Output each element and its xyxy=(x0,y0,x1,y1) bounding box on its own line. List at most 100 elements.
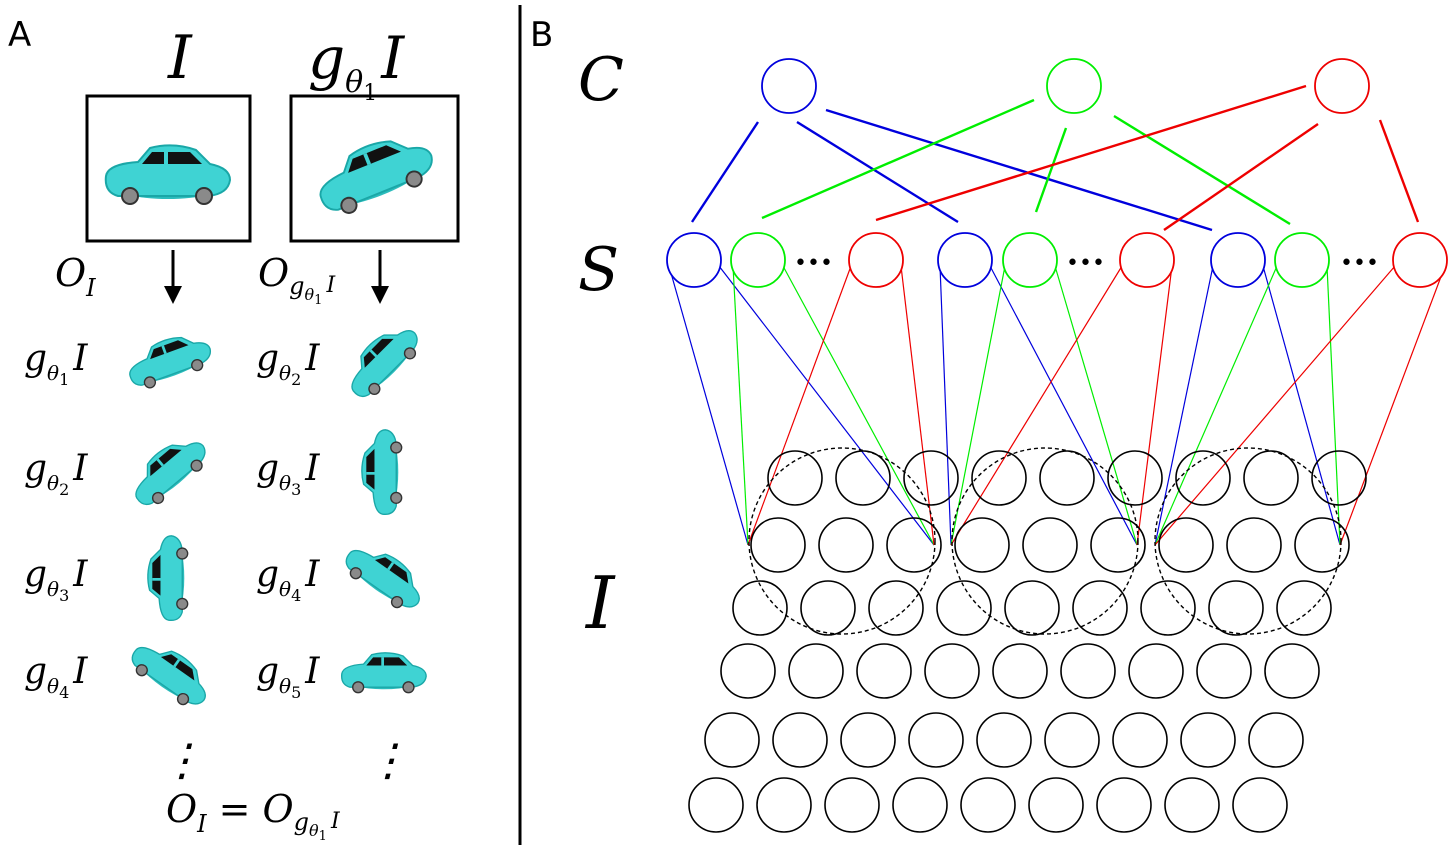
ellipsis-dots-2: ••• xyxy=(1066,251,1105,276)
input-unit xyxy=(992,643,1048,699)
input-unit xyxy=(1243,450,1299,506)
input-unit xyxy=(936,580,992,636)
input-unit xyxy=(1090,517,1146,573)
orbit-rows: gθ1I gθ2I gθ2I gθ3I gθ3I gθ4I gθ4I gθ5I xyxy=(24,315,432,715)
receptive-field xyxy=(951,447,1139,635)
input-unit xyxy=(971,450,1027,506)
complex-cell-layer xyxy=(761,58,1370,114)
simple-unit xyxy=(937,232,993,288)
input-unit xyxy=(1112,712,1168,768)
orbit-equation: OI = Ogθ1I xyxy=(166,787,341,844)
orbit-arrow-left xyxy=(164,250,182,304)
orbit-car-left xyxy=(122,427,215,514)
orbit-car-right xyxy=(338,534,432,618)
input-unit xyxy=(788,643,844,699)
fan-line xyxy=(1154,265,1214,546)
input-unit xyxy=(1164,777,1220,833)
fan-line xyxy=(718,265,935,546)
pooling-line xyxy=(761,98,1035,220)
input-unit xyxy=(976,712,1032,768)
ellipsis-dots-3: ••• xyxy=(1340,251,1379,276)
fan-line xyxy=(732,265,749,546)
input-unit xyxy=(1158,517,1214,573)
input-unit xyxy=(960,777,1016,833)
receptive-field xyxy=(748,447,936,635)
input-unit xyxy=(1128,643,1184,699)
orbit-row-right-label: gθ5I xyxy=(256,651,320,702)
input-unit xyxy=(1140,580,1196,636)
input-unit xyxy=(1072,580,1128,636)
orbit-car-right xyxy=(337,315,427,406)
input-unit xyxy=(1248,712,1304,768)
input-unit xyxy=(1180,712,1236,768)
fan-line xyxy=(747,265,852,546)
ellipsis-right: ⋮ xyxy=(366,735,410,786)
orbit-car-right xyxy=(340,652,427,694)
input-unit xyxy=(908,712,964,768)
input-unit xyxy=(1022,517,1078,573)
input-unit xyxy=(750,517,806,573)
pooling-line xyxy=(690,121,760,223)
complex-unit xyxy=(1314,58,1370,114)
input-unit xyxy=(1264,643,1320,699)
orbit-label-I: OI xyxy=(55,251,96,302)
fan-line xyxy=(1326,265,1341,546)
input-unit xyxy=(954,517,1010,573)
input-unit xyxy=(903,450,959,506)
input-unit xyxy=(767,450,823,506)
input-unit xyxy=(1208,580,1264,636)
fan-line xyxy=(1154,265,1278,546)
simple-unit xyxy=(1119,232,1175,288)
layer-label-input: I xyxy=(584,561,616,645)
input-unit xyxy=(818,517,874,573)
fan-line xyxy=(1339,265,1446,546)
car-rotated xyxy=(308,124,441,223)
ellipsis-left: ⋮ xyxy=(160,735,204,786)
fan-line xyxy=(950,265,1123,546)
simple-unit xyxy=(1002,232,1058,288)
fan-line xyxy=(1136,265,1173,546)
ellipsis-dots-1: ••• xyxy=(794,251,833,276)
pooling-line xyxy=(1163,123,1319,231)
fan-line xyxy=(950,265,1006,546)
input-unit xyxy=(1044,712,1100,768)
fan-line xyxy=(1154,265,1396,546)
input-unit xyxy=(1039,450,1095,506)
simple-unit xyxy=(666,232,722,288)
receptive-field xyxy=(1154,447,1342,635)
orbit-row-right-label: gθ2I xyxy=(256,338,320,389)
input-unit xyxy=(924,643,980,699)
orbit-row-right-label: gθ4I xyxy=(256,554,320,605)
complex-unit xyxy=(1046,58,1102,114)
simple-unit xyxy=(1392,232,1448,288)
input-unit xyxy=(704,712,760,768)
fan-line xyxy=(782,265,935,546)
fan-line xyxy=(1054,265,1138,546)
input-unit xyxy=(868,580,924,636)
panel-a-label: A xyxy=(8,15,31,55)
input-unit xyxy=(732,580,788,636)
fan-line xyxy=(1262,265,1341,546)
input-unit xyxy=(1175,450,1231,506)
orbit-row-left-label: gθ4I xyxy=(24,651,88,702)
input-unit xyxy=(1232,777,1288,833)
pooling-line xyxy=(1378,119,1420,223)
input-unit xyxy=(1060,643,1116,699)
orbit-label-gI: Ogθ1I xyxy=(258,251,336,308)
input-unit xyxy=(1096,777,1152,833)
simple-unit xyxy=(730,232,786,288)
complex-unit xyxy=(761,58,817,114)
image-box-gI xyxy=(289,94,460,243)
simple-unit xyxy=(848,232,904,288)
pooling-line xyxy=(796,120,959,224)
network-connections xyxy=(668,84,1446,546)
orbit-car-left xyxy=(121,326,217,394)
fan-line xyxy=(668,265,749,546)
input-unit xyxy=(824,777,880,833)
header-g-theta1-I: gθ1I xyxy=(308,24,405,106)
input-unit xyxy=(1226,517,1282,573)
orbit-row-left-label: gθ2I xyxy=(24,448,88,499)
input-unit xyxy=(1294,517,1350,573)
input-unit xyxy=(756,777,812,833)
